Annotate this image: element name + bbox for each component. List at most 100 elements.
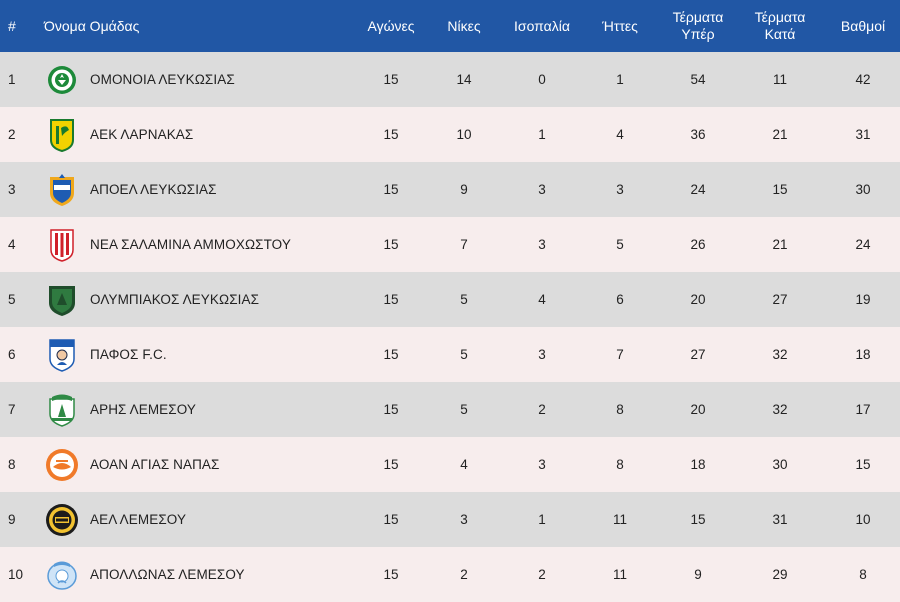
omonoia-crest-icon <box>45 60 79 100</box>
row-goals-for: 26 <box>690 237 706 252</box>
row-points: 24 <box>855 237 871 252</box>
team-name[interactable]: ΟΛΥΜΠΙΑΚΟΣ ΛΕΥΚΩΣΙΑΣ <box>90 292 260 307</box>
table-row: 5 ΟΛΥΜΠΙΑΚΟΣ ΛΕΥΚΩΣΙΑΣ 15 5 4 6 20 27 19 <box>0 272 900 327</box>
row-team[interactable]: ΟΜΟΝΟΙΑ ΛΕΥΚΩΣΙΑΣ <box>42 60 360 100</box>
team-name[interactable]: ΝΕΑ ΣΑΛΑΜΙΝΑ ΑΜΜΟΧΩΣΤΟΥ <box>90 237 291 252</box>
row-draws: 3 <box>538 182 546 197</box>
row-points: 18 <box>855 347 871 362</box>
row-team[interactable]: ΟΛΥΜΠΙΑΚΟΣ ΛΕΥΚΩΣΙΑΣ <box>42 280 360 320</box>
row-position: 7 <box>8 402 16 417</box>
row-position: 4 <box>8 237 16 252</box>
row-goals-for: 15 <box>690 512 706 527</box>
row-losses: 8 <box>616 402 624 417</box>
row-draws: 1 <box>538 127 546 142</box>
row-draws: 3 <box>538 457 546 472</box>
row-team[interactable]: ΑΠΟΛΛΩΝΑΣ ΛΕΜΕΣΟΥ <box>42 555 360 595</box>
table-row: 3 ΑΠΟΕΛ ΛΕΥΚΩΣΙΑΣ 15 9 3 3 24 15 30 <box>0 162 900 217</box>
row-played: 15 <box>383 182 399 197</box>
row-position: 8 <box>8 457 16 472</box>
team-name[interactable]: ΑΕΚ ΛΑΡΝΑΚΑΣ <box>90 127 194 142</box>
row-losses: 3 <box>616 182 624 197</box>
row-goals-for: 9 <box>694 567 702 582</box>
row-position: 1 <box>8 72 16 87</box>
row-goals-for: 54 <box>690 72 706 87</box>
row-points: 10 <box>855 512 871 527</box>
row-played: 15 <box>383 292 399 307</box>
row-goals-against: 30 <box>772 457 788 472</box>
row-wins: 5 <box>460 402 468 417</box>
row-draws: 3 <box>538 237 546 252</box>
row-team[interactable]: ΠΑΦΟΣ F.C. <box>42 335 360 375</box>
row-losses: 1 <box>616 72 624 87</box>
team-name[interactable]: ΑΠΟΕΛ ΛΕΥΚΩΣΙΑΣ <box>90 182 217 197</box>
row-team[interactable]: ΝΕΑ ΣΑΛΑΜΙΝΑ ΑΜΜΟΧΩΣΤΟΥ <box>42 225 360 265</box>
row-points: 19 <box>855 292 871 307</box>
pafos-fc-crest-icon <box>45 335 79 375</box>
team-name[interactable]: ΑΡΗΣ ΛΕΜΕΣΟΥ <box>90 402 196 417</box>
row-played: 15 <box>383 402 399 417</box>
row-played: 15 <box>383 347 399 362</box>
header-position: # <box>8 18 16 34</box>
row-team[interactable]: ΑΕΛ ΛΕΜΕΣΟΥ <box>42 500 360 540</box>
header-goals-against-line2: Κατά <box>764 26 796 42</box>
row-losses: 6 <box>616 292 624 307</box>
row-position: 2 <box>8 127 16 142</box>
table-row: 6 ΠΑΦΟΣ F.C. 15 5 3 7 27 32 18 <box>0 327 900 382</box>
header-goals-for: Τέρματα Υπέρ <box>662 9 734 43</box>
row-draws: 1 <box>538 512 546 527</box>
table-row: 10 ΑΠΟΛΛΩΝΑΣ ΛΕΜΕΣΟΥ 15 2 2 11 9 29 8 <box>0 547 900 602</box>
row-goals-for: 18 <box>690 457 706 472</box>
row-wins: 7 <box>460 237 468 252</box>
aek-larnaca-crest-icon <box>45 115 79 155</box>
row-goals-against: 32 <box>772 402 788 417</box>
row-team[interactable]: ΑΡΗΣ ΛΕΜΕΣΟΥ <box>42 390 360 430</box>
header-goals-against: Τέρματα Κατά <box>734 9 826 43</box>
row-goals-against: 32 <box>772 347 788 362</box>
row-goals-against: 21 <box>772 127 788 142</box>
row-wins: 10 <box>456 127 472 142</box>
row-team[interactable]: ΑΕΚ ΛΑΡΝΑΚΑΣ <box>42 115 360 155</box>
row-goals-against: 15 <box>772 182 788 197</box>
row-position: 6 <box>8 347 16 362</box>
team-name[interactable]: ΟΜΟΝΟΙΑ ΛΕΥΚΩΣΙΑΣ <box>90 72 235 87</box>
header-goals-against-line1: Τέρματα <box>754 9 806 25</box>
row-goals-against: 27 <box>772 292 788 307</box>
row-draws: 3 <box>538 347 546 362</box>
row-goals-for: 36 <box>690 127 706 142</box>
aris-limassol-crest-icon <box>45 390 79 430</box>
row-team[interactable]: ΑΟΑΝ ΑΓΙΑΣ ΝΑΠΑΣ <box>42 445 360 485</box>
row-position: 10 <box>8 567 24 582</box>
team-name[interactable]: ΠΑΦΟΣ F.C. <box>90 347 167 362</box>
header-team-name: Όνομα Ομάδας <box>44 18 140 34</box>
row-goals-against: 11 <box>772 72 787 87</box>
row-position: 5 <box>8 292 16 307</box>
table-row: 7 ΑΡΗΣ ΛΕΜΕΣΟΥ 15 5 2 8 20 32 17 <box>0 382 900 437</box>
row-wins: 5 <box>460 347 468 362</box>
row-losses: 7 <box>616 347 624 362</box>
row-draws: 4 <box>538 292 546 307</box>
row-points: 42 <box>855 72 871 87</box>
apollon-limassol-crest-icon <box>45 555 79 595</box>
row-goals-against: 31 <box>772 512 788 527</box>
row-played: 15 <box>383 127 399 142</box>
row-team[interactable]: ΑΠΟΕΛ ΛΕΥΚΩΣΙΑΣ <box>42 170 360 210</box>
row-wins: 4 <box>460 457 468 472</box>
row-draws: 0 <box>538 72 546 87</box>
team-name[interactable]: ΑΟΑΝ ΑΓΙΑΣ ΝΑΠΑΣ <box>90 457 220 472</box>
row-points: 30 <box>855 182 871 197</box>
apoel-crest-icon <box>45 170 79 210</box>
team-name[interactable]: ΑΕΛ ΛΕΜΕΣΟΥ <box>90 512 187 527</box>
row-losses: 4 <box>616 127 624 142</box>
row-losses: 11 <box>612 567 627 582</box>
team-name[interactable]: ΑΠΟΛΛΩΝΑΣ ΛΕΜΕΣΟΥ <box>90 567 245 582</box>
table-row: 4 ΝΕΑ ΣΑΛΑΜΙΝΑ ΑΜΜΟΧΩΣΤΟΥ 15 7 3 5 26 21… <box>0 217 900 272</box>
row-losses: 5 <box>616 237 624 252</box>
header-points: Βαθμοί <box>840 17 886 34</box>
row-played: 15 <box>383 237 399 252</box>
row-played: 15 <box>383 457 399 472</box>
row-points: 8 <box>859 567 867 582</box>
row-points: 17 <box>855 402 871 417</box>
row-wins: 14 <box>456 72 472 87</box>
header-draws: Ισοπαλία <box>514 17 570 34</box>
